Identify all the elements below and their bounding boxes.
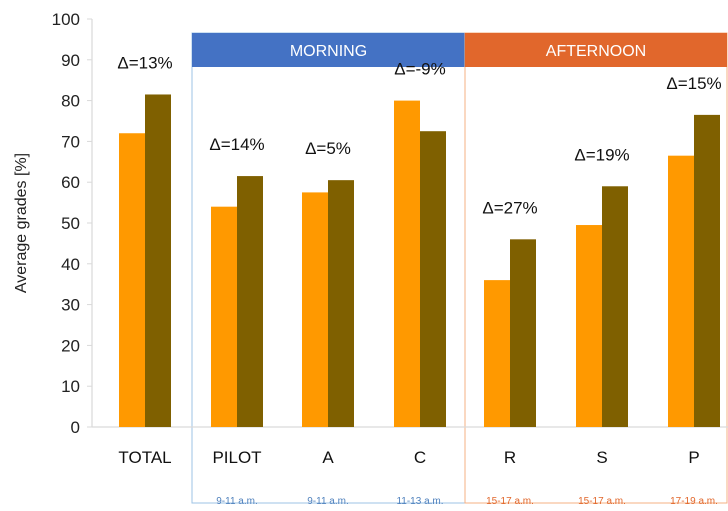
bar-c-series-2: [420, 131, 446, 427]
bar-c-series-1: [394, 100, 420, 427]
y-tick-label: 30: [61, 296, 80, 315]
delta-label: Δ=5%: [305, 139, 351, 158]
category-label: A: [322, 448, 334, 467]
bar-p-series-2: [694, 114, 720, 427]
bar-p-series-1: [668, 155, 694, 427]
delta-label: Δ=19%: [574, 145, 629, 164]
delta-label: Δ=14%: [209, 135, 264, 154]
y-tick-label: 20: [61, 336, 80, 355]
bar-s-series-2: [602, 186, 628, 427]
bar-s-series-1: [576, 225, 602, 427]
time-label: 11-13 a.m.: [396, 496, 443, 507]
y-tick-label: 90: [61, 51, 80, 70]
y-tick-label: 80: [61, 92, 80, 111]
bar-total-series-2: [145, 94, 171, 427]
time-label: 9-11 a.m.: [216, 496, 258, 507]
time-label: 15-17 a.m.: [486, 496, 534, 507]
y-tick-label: 0: [71, 418, 80, 437]
time-label: 15-17 a.m.: [578, 496, 626, 507]
delta-label: Δ=-9%: [394, 60, 446, 79]
delta-label: Δ=27%: [482, 198, 537, 217]
category-label: R: [504, 448, 516, 467]
bar-r-series-2: [510, 239, 536, 427]
y-tick-label: 40: [61, 255, 80, 274]
bar-r-series-1: [484, 280, 510, 427]
category-label: C: [414, 448, 426, 467]
category-label: PILOT: [212, 448, 261, 467]
bar-a-series-2: [328, 180, 354, 427]
y-tick-label: 10: [61, 377, 80, 396]
y-tick-label: 70: [61, 132, 80, 151]
delta-label: Δ=15%: [666, 74, 721, 93]
time-label: 9-11 a.m.: [307, 496, 349, 507]
category-label: TOTAL: [118, 448, 171, 467]
bar-pilot-series-1: [211, 206, 237, 427]
y-tick-label: 50: [61, 214, 80, 233]
group-header-label: MORNING: [290, 43, 367, 60]
delta-label: Δ=13%: [117, 53, 172, 72]
bar-total-series-1: [119, 133, 145, 428]
group-header-morning: [192, 33, 465, 67]
time-label: 17-19 a.m.: [670, 496, 718, 507]
category-label: S: [596, 448, 607, 467]
category-label: P: [688, 448, 699, 467]
group-header-label: AFTERNOON: [546, 43, 646, 60]
bar-a-series-1: [302, 192, 328, 427]
group-header-afternoon: [465, 33, 727, 67]
y-tick-label: 100: [52, 10, 80, 29]
y-tick-label: 60: [61, 173, 80, 192]
y-axis-label: Average grades [%]: [13, 153, 30, 293]
bar-pilot-series-2: [237, 176, 263, 427]
